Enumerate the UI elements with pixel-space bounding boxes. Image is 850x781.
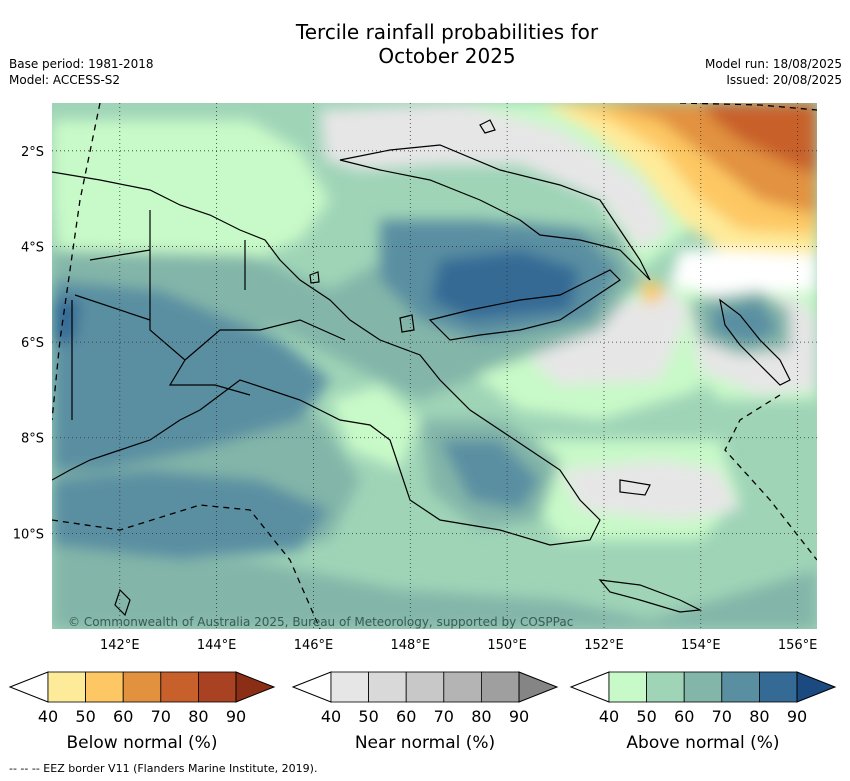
title-line-1: Tercile rainfall probabilities for — [295, 20, 599, 44]
colorbars: 40 50 60 70 80 90 Below normal (%) 40 50 60 70 80 90… — [8, 671, 837, 753]
new-ireland-coast — [339, 144, 651, 281]
title-line-2: October 2025 — [378, 44, 516, 68]
lat-tick-label: 8°S — [21, 432, 44, 447]
colorbar-segment — [405, 671, 445, 703]
lon-tick-label: 146°E — [294, 638, 334, 653]
colorbar-tick-label: 40 — [38, 707, 58, 726]
eez-border-south — [52, 504, 321, 629]
coastlines — [52, 119, 791, 617]
lat-tick-label: 2°S — [21, 145, 44, 160]
colorbar-segment — [160, 671, 199, 703]
colorbar-segment — [122, 671, 162, 703]
colorbar-tick-label: 90 — [509, 707, 529, 726]
colorbar-tick-label: 80 — [749, 707, 769, 726]
map-title: Tercile rainfall probabilities for Octob… — [0, 20, 850, 68]
copyright-text: © Commonwealth of Australia 2025, Bureau… — [68, 615, 573, 629]
model-run: Model run: 18/08/2025 — [704, 57, 842, 71]
colorbar-label: Below normal (%) — [67, 733, 218, 753]
small-island-coast-3 — [309, 271, 320, 284]
colorbar-tick-label: 40 — [321, 707, 341, 726]
colorbar-segment — [368, 671, 407, 703]
small-island-coast-2 — [399, 314, 415, 333]
colorbar-1: 40 50 60 70 80 90 Below normal (%) — [8, 671, 276, 753]
colorbar-segment — [85, 671, 124, 703]
colorbar-tick-label: 50 — [636, 707, 656, 726]
island-chain-coast — [598, 579, 703, 613]
colorbar-extend-high — [235, 671, 276, 703]
colorbar-tick-label: 70 — [434, 707, 454, 726]
lon-tick-label: 148°E — [391, 638, 431, 653]
eez-border-west — [52, 103, 101, 421]
lat-tick-labels: 2°S 4°S 6°S 8°S 10°S — [13, 145, 44, 543]
colorbar-tick-label: 60 — [113, 707, 133, 726]
lat-tick-label: 10°S — [13, 527, 44, 542]
colorbar-extend-low — [8, 671, 49, 703]
eez-borders — [52, 103, 817, 629]
colorbar-tick-label: 90 — [787, 707, 807, 726]
model-name: Model: ACCESS-S2 — [9, 73, 121, 87]
lon-tick-label: 150°E — [487, 638, 527, 653]
lon-tick-label: 142°E — [100, 638, 140, 653]
colorbar-tick-label: 70 — [712, 707, 732, 726]
small-island-coast — [479, 119, 496, 134]
bougainville-coast — [719, 298, 791, 386]
lon-tick-label: 152°E — [584, 638, 624, 653]
eez-footnote: -- -- -- EEZ border V11 (Flanders Marine… — [9, 762, 318, 775]
new-britain-coast — [428, 269, 621, 341]
colorbar-segment — [197, 671, 237, 703]
province-borders — [89, 210, 346, 396]
new-guinea-coast — [52, 171, 601, 546]
colorbar-segment — [608, 671, 647, 703]
colorbar-tick-label: 90 — [226, 707, 246, 726]
colorbar-tick-label: 50 — [358, 707, 378, 726]
colorbar-segment — [330, 671, 369, 703]
colorbar-segment — [646, 671, 685, 703]
probability-field — [52, 103, 817, 629]
colorbar-extend-high — [796, 671, 837, 703]
colorbar-3: 40 50 60 70 80 90 Above normal (%) — [569, 671, 837, 753]
colorbar-segment — [47, 671, 86, 703]
colorbar-extend-low — [569, 671, 610, 703]
colorbar-extend-high — [518, 671, 559, 703]
cape-york-coast — [114, 588, 131, 617]
colorbar-extend-low — [291, 671, 332, 703]
colorbar-tick-label: 60 — [674, 707, 694, 726]
colorbar-tick-label: 40 — [599, 707, 619, 726]
colorbar-segment — [443, 671, 482, 703]
island-coast — [619, 479, 651, 496]
lon-tick-label: 154°E — [681, 638, 721, 653]
meta-right: Model run: 18/08/2025 Issued: 20/08/2025 — [705, 56, 842, 88]
lon-tick-label: 156°E — [778, 638, 818, 653]
eez-border-east — [724, 394, 817, 561]
base-period: Base period: 1981-2018 — [9, 57, 154, 71]
colorbar-label: Near normal (%) — [355, 733, 495, 753]
lat-tick-label: 4°S — [21, 240, 44, 255]
colorbar-tick-label: 80 — [471, 707, 491, 726]
colorbar-tick-label: 60 — [396, 707, 416, 726]
colorbar-segment — [683, 671, 723, 703]
eez-border-north — [679, 103, 817, 111]
colorbar-label: Above normal (%) — [626, 733, 779, 753]
colorbar-tick-label: 70 — [151, 707, 171, 726]
lon-tick-labels: 142°E 144°E 146°E 148°E 150°E 152°E 154°E 156°E — [100, 638, 817, 653]
border-west — [71, 294, 151, 420]
lat-tick-label: 6°S — [21, 336, 44, 351]
meta-left: Base period: 1981-2018 Model: ACCESS-S2 — [9, 56, 154, 88]
lon-tick-label: 144°E — [197, 638, 237, 653]
colorbar-tick-label: 50 — [75, 707, 95, 726]
colorbar-2: 40 50 60 70 80 90 Near normal (%) — [291, 671, 559, 753]
colorbar-segment — [721, 671, 760, 703]
colorbar-segment — [759, 671, 798, 703]
colorbar-segment — [480, 671, 520, 703]
colorbar-tick-label: 80 — [188, 707, 208, 726]
issued-date: Issued: 20/08/2025 — [726, 73, 842, 87]
